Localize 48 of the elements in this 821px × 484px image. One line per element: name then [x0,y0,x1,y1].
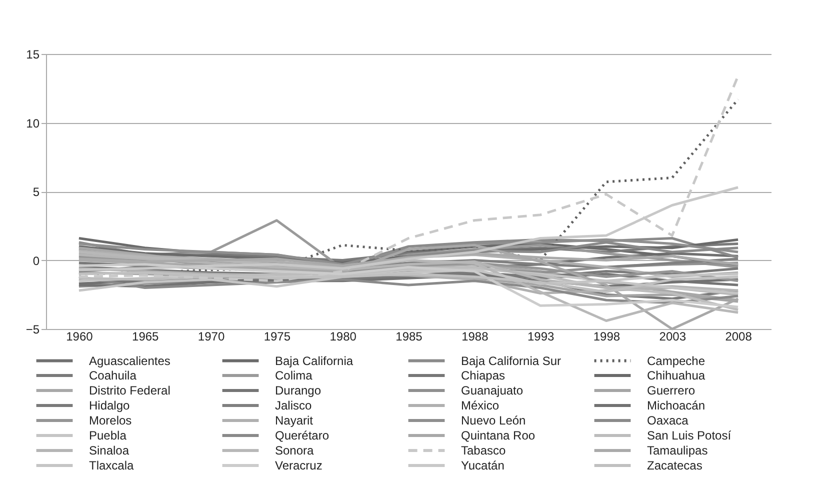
legend-label: Tabasco [461,444,506,458]
legend-label: Baja California [275,354,354,368]
legend-label: Colima [275,368,313,382]
y-tick-label: 10 [26,116,40,130]
legend-label: Chihuahua [647,368,706,382]
x-tick-label: 1988 [462,330,489,344]
x-tick-label: 1965 [132,330,160,344]
y-tick-label: 5 [32,185,40,199]
x-tick-label: 2008 [725,330,752,344]
legend-label: Querétaro [275,428,330,442]
legend-label: Coahuila [89,368,137,382]
legend-label: Jalisco [275,398,312,412]
x-tick-label: 1985 [396,330,423,344]
y-tick-label: 0 [32,254,40,268]
legend-label: Campeche [647,354,706,368]
legend-label: Guanajuato [461,384,524,398]
legend-label: Morelos [89,414,132,428]
legend-label: Tamaulipas [647,444,708,458]
x-tick-label: 1980 [330,330,357,344]
legend-label: Aguascalientes [89,354,170,368]
legend-label: Guerrero [647,384,696,398]
legend-label: Zacatecas [647,458,702,472]
legend-label: Nayarit [275,414,314,428]
legend-label: Michoacán [647,398,706,412]
x-tick-label: 1960 [66,330,94,344]
x-tick-label: 1993 [527,330,554,344]
legend-label: Tlaxcala [89,458,134,472]
legend-label: Distrito Federal [89,384,170,398]
legend-label: Quintana Roo [461,428,536,442]
x-tick-label: 1975 [264,330,291,344]
legend-label: Puebla [89,428,127,442]
legend-label: Veracruz [275,458,322,472]
legend-label: Chiapas [461,368,506,382]
legend-label: Hidalgo [89,398,130,412]
legend-label: Sinaloa [89,444,130,458]
legend-label: Baja California Sur [461,354,562,368]
x-tick-label: 1970 [198,330,225,344]
x-tick-label: 2003 [659,330,686,344]
x-tick-label: 1998 [593,330,620,344]
legend-label: Yucatán [461,458,504,472]
y-tick-label: 15 [26,48,40,62]
legend-label: México [461,398,500,412]
legend-label: Oaxaca [647,414,689,428]
legend-label: Sonora [275,444,314,458]
legend-label: Durango [275,384,322,398]
legend-label: San Luis Potosí [647,428,732,442]
legend-label: Nuevo León [461,414,526,428]
y-tick-label: −5 [26,322,40,336]
